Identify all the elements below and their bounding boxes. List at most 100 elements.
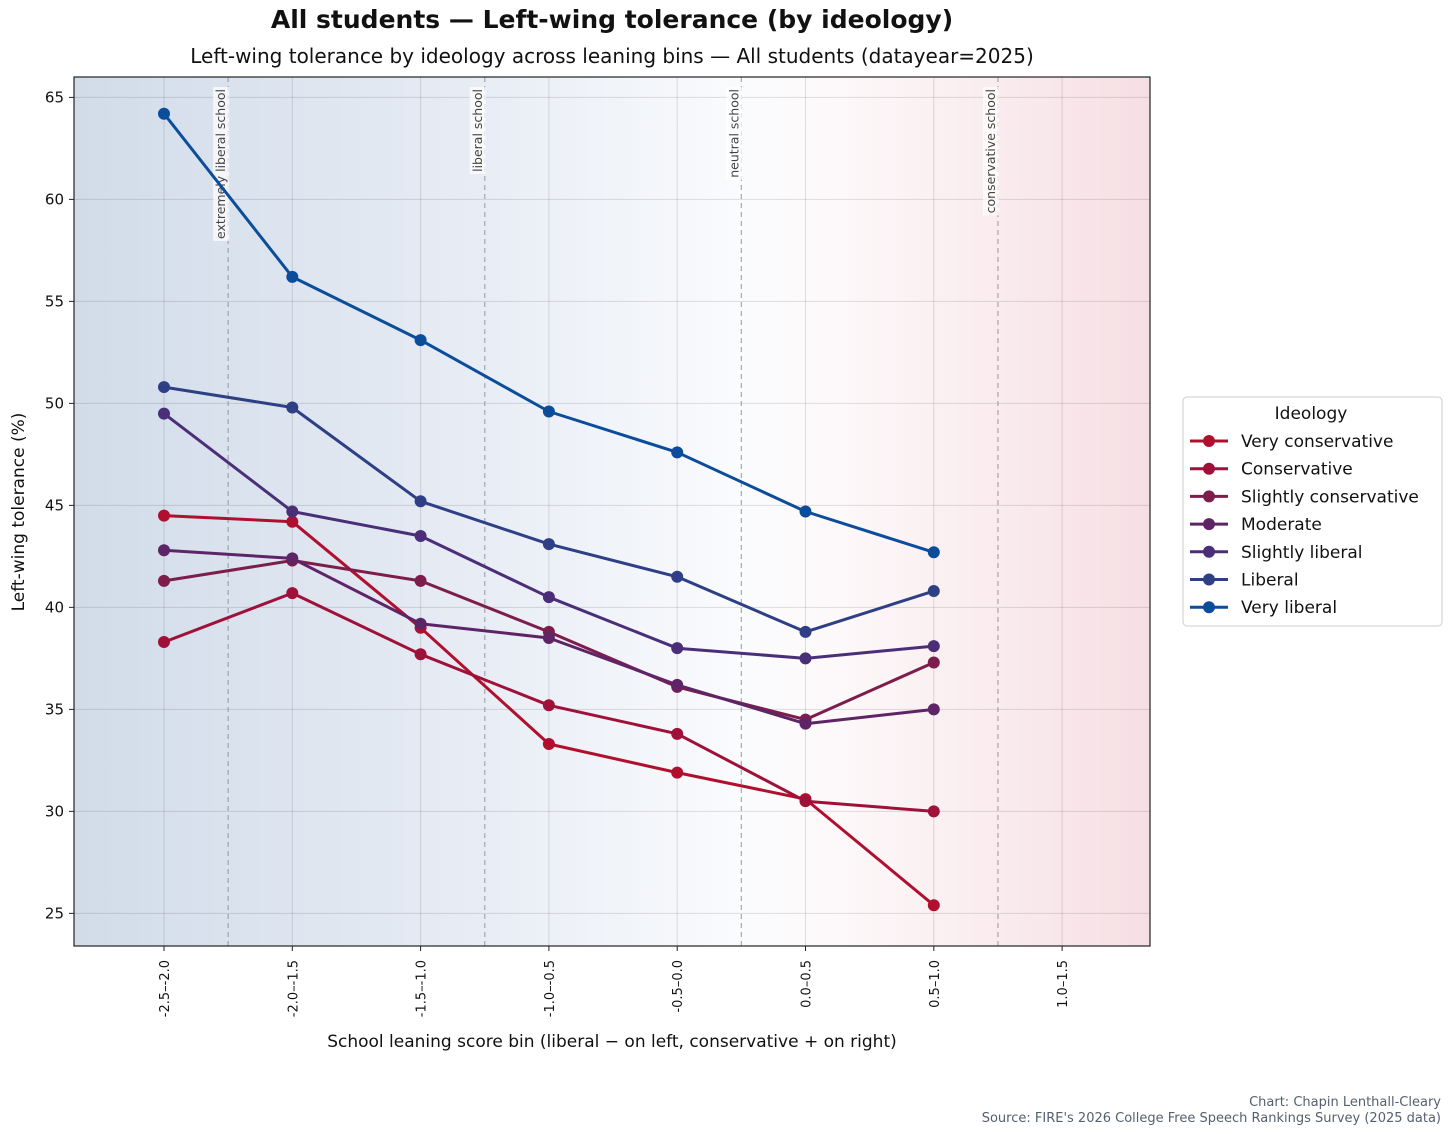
- data-point: [799, 652, 812, 665]
- data-point: [671, 678, 684, 691]
- reference-label: liberal school: [470, 89, 485, 172]
- data-point: [671, 766, 684, 779]
- legend-entry: Conservative: [1241, 460, 1353, 480]
- data-point: [927, 703, 940, 716]
- data-point: [542, 591, 555, 604]
- data-point: [542, 699, 555, 712]
- reference-label-group: liberal school: [469, 87, 486, 174]
- data-point: [286, 552, 299, 565]
- chart-title: All students — Left-wing tolerance (by i…: [271, 5, 953, 34]
- reference-label-background: [213, 87, 230, 241]
- data-point: [414, 574, 427, 587]
- data-point: [542, 405, 555, 418]
- y-tick-label: 25: [45, 904, 64, 922]
- data-point: [414, 648, 427, 661]
- legend-entry: Very conservative: [1241, 432, 1393, 452]
- series-slightly-liberal: [158, 407, 940, 665]
- reference-label-group: extremely liberal school: [213, 87, 230, 241]
- y-tick-label: 50: [45, 394, 64, 412]
- data-point: [542, 631, 555, 644]
- credit-source: Source: FIRE's 2026 College Free Speech …: [982, 1111, 1441, 1126]
- reference-label-group: conservative school: [982, 87, 999, 216]
- data-point: [286, 587, 299, 600]
- data-point: [286, 270, 299, 283]
- y-tick-label: 55: [45, 292, 64, 310]
- reference-label-group: neutral school: [726, 87, 743, 180]
- legend-swatch-marker: [1203, 435, 1215, 447]
- reference-label-background: [982, 87, 999, 216]
- data-point: [158, 381, 170, 394]
- x-axis-label: School leaning score bin (liberal − on l…: [327, 1032, 897, 1052]
- y-tick-label: 65: [45, 88, 64, 106]
- x-tick-label: -0.5–0.0: [671, 960, 686, 1013]
- data-point: [927, 640, 940, 653]
- legend-entry: Slightly conservative: [1241, 487, 1419, 507]
- data-point: [158, 636, 170, 649]
- data-point: [158, 407, 170, 420]
- series-moderate: [158, 544, 940, 730]
- x-tick-label: -1.5–-1.0: [415, 960, 430, 1017]
- data-point: [158, 544, 170, 557]
- credit-author: Chart: Chapin Lenthall-Cleary: [1249, 1095, 1441, 1110]
- chart-subtitle: Left-wing tolerance by ideology across l…: [190, 44, 1034, 68]
- x-tick-label: 0.0–0.5: [800, 960, 815, 1008]
- data-point: [671, 642, 684, 655]
- legend-entry: Liberal: [1241, 571, 1299, 591]
- legend-swatch-marker: [1203, 545, 1215, 558]
- reference-label-background: [469, 87, 486, 174]
- plot-background: [74, 77, 1150, 946]
- reference-label: neutral school: [726, 89, 741, 178]
- data-point: [158, 107, 170, 120]
- data-point: [286, 515, 299, 528]
- data-point: [799, 505, 812, 518]
- data-point: [927, 585, 940, 598]
- data-point: [671, 446, 684, 459]
- legend-entry: Moderate: [1241, 515, 1322, 535]
- y-tick-label: 30: [45, 802, 64, 820]
- data-point: [927, 899, 940, 912]
- legend-title: Ideology: [1275, 404, 1348, 424]
- data-point: [927, 656, 940, 669]
- data-point: [671, 570, 684, 583]
- x-tick-label: 0.5–1.0: [928, 960, 943, 1008]
- y-axis: 25 30 35 40 45 50 55 60 65: [45, 88, 74, 922]
- legend-entry: Slightly liberal: [1241, 543, 1362, 563]
- reference-label-background: [726, 87, 743, 180]
- data-point: [158, 574, 170, 587]
- legend-entry: Very liberal: [1241, 598, 1337, 618]
- series-conservative: [158, 587, 940, 818]
- legend-swatch-marker: [1203, 601, 1215, 614]
- reference-lines: extremely liberal school liberal school ne…: [213, 77, 999, 946]
- data-point: [671, 727, 684, 740]
- legend-swatch-marker: [1203, 490, 1215, 503]
- reference-label: extremely liberal school: [213, 89, 228, 239]
- data-point: [414, 617, 427, 630]
- plot-frame: [73, 76, 1151, 947]
- y-tick-label: 40: [45, 598, 64, 616]
- series-liberal: [158, 381, 940, 638]
- data-point: [799, 717, 812, 730]
- legend-box: [1182, 396, 1443, 627]
- data-point: [286, 401, 299, 414]
- x-axis: -2.5–-2.0 -2.0–-1.5 -1.5–-1.0 -1.0–-0.5 -0.5…: [158, 946, 1071, 1017]
- legend-swatch-marker: [1203, 462, 1215, 475]
- data-point: [927, 546, 940, 559]
- data-point: [414, 334, 427, 347]
- data-point: [286, 505, 299, 518]
- x-tick-label: 1.0–1.5: [1056, 960, 1071, 1008]
- series-very-liberal: [158, 107, 940, 559]
- data-point: [542, 738, 555, 751]
- data-point: [414, 529, 427, 542]
- series-lines: [158, 107, 940, 912]
- data-point: [927, 805, 940, 818]
- y-tick-label: 35: [45, 700, 64, 718]
- legend-swatch-marker: [1203, 518, 1215, 531]
- x-tick-label: -2.0–-1.5: [286, 960, 301, 1017]
- data-point: [799, 625, 812, 638]
- data-point: [542, 538, 555, 551]
- data-point: [414, 495, 427, 508]
- reference-label: conservative school: [983, 89, 998, 213]
- x-tick-label: -2.5–-2.0: [158, 960, 173, 1017]
- y-tick-label: 45: [45, 496, 64, 514]
